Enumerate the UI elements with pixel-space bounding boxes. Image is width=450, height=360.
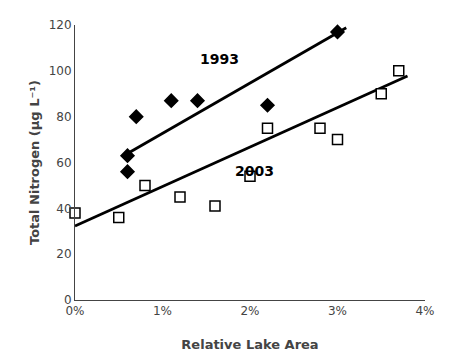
svg-text:4%: 4% [415,304,434,318]
svg-text:0%: 0% [65,304,84,318]
svg-text:2%: 2% [240,304,259,318]
svg-text:100: 100 [49,64,72,78]
svg-text:3%: 3% [328,304,347,318]
svg-text:0: 0 [64,293,72,307]
svg-text:20: 20 [56,247,71,261]
svg-text:80: 80 [56,110,71,124]
svg-text:Total Nitrogen (μg L⁻¹): Total Nitrogen (μg L⁻¹) [27,80,42,245]
svg-text:1993: 1993 [200,51,239,67]
svg-text:2003: 2003 [235,163,274,179]
svg-text:60: 60 [56,156,71,170]
svg-text:Relative Lake Area: Relative Lake Area [181,337,318,352]
svg-text:120: 120 [49,18,72,32]
svg-text:40: 40 [56,202,71,216]
svg-text:1%: 1% [153,304,172,318]
